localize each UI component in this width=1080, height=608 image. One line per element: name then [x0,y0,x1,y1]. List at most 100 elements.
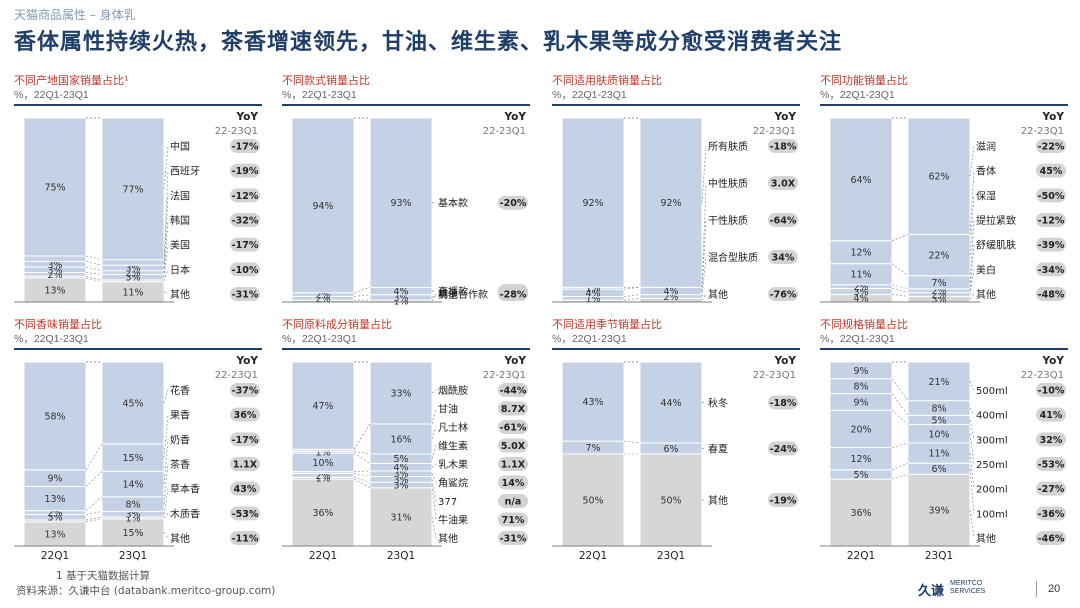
yoy-value: -36% [1038,509,1065,520]
segment-connector [85,443,103,470]
bar-segment [101,361,165,445]
panel-divider [14,104,262,106]
yoy-period: 22-23Q1 [483,370,526,381]
yoy-header: YoY [774,111,797,123]
segment-connector [891,284,909,290]
leader-line [163,269,169,281]
bar-segment [369,117,433,288]
segment-value-label: 1% [585,294,600,305]
yoy-pill [498,475,528,490]
segment-value-label: 21% [928,377,949,388]
legend-label: 500ml [976,386,1008,397]
category-label: 22Q1 [309,550,337,562]
bar-segment [101,443,165,472]
panel-title: 不同香味销量占比 [14,318,102,331]
segment-value-label: 43% [582,397,603,408]
segment-value-label: 10% [312,458,333,469]
segment-value-label: 77% [122,184,143,195]
leader-line [431,293,437,302]
yoy-header: YoY [1042,355,1065,367]
category-label: 23Q1 [387,550,415,562]
leader-line [969,219,975,283]
yoy-value: 14% [502,478,525,489]
legend-label: 300ml [976,435,1008,446]
segment-value-label: 11% [850,270,871,281]
segment-connector [891,294,909,297]
yoy-value: -27% [1038,484,1065,495]
leader-line [969,195,975,256]
segment-connector [85,496,103,511]
yoy-pill [1036,506,1066,521]
segment-value-label: 3% [853,287,868,298]
yoy-value: 1.1X [233,460,258,471]
segment-connector [623,298,641,301]
bar-segment [101,259,165,266]
leader-line [431,484,437,520]
yoy-pill [768,493,798,507]
segment-value-label: 50% [582,496,603,507]
page-title: 香体属性持续火热，茶香增速领先，甘油、维生素、乳木果等成分愈受消费者关注 [14,30,843,55]
legend-label: 其他 [708,288,728,301]
segment-connector [85,275,103,281]
segment-value-label: 33% [390,388,411,399]
source-note: 资料来源：久谦中台 (databank.meritco-group.com) [16,585,276,597]
legend-label: 400ml [976,411,1008,422]
yoy-value: 5.0X [501,441,526,452]
yoy-pill [768,287,798,301]
legend-label: 美国 [170,239,190,252]
bar-segment [101,470,165,498]
segment-value-label: 3% [931,295,946,306]
segment-value-label: 8% [125,500,140,511]
category-label: 23Q1 [657,550,685,562]
legend-label: 乳木果 [438,458,468,471]
segment-value-label: 7% [931,278,946,289]
legend-label: 滋润 [976,140,996,153]
panel-title: 不同款式销量占比 [282,74,370,87]
segment-value-label: 62% [928,172,949,183]
legend-label: 木质香 [170,508,200,520]
yoy-pill [768,395,798,410]
segment-value-label: 92% [582,198,603,209]
leader-line [701,256,707,297]
segment-value-label: 8% [931,404,946,415]
bar-segment [829,117,893,242]
segment-connector [353,423,371,450]
legend-label: 舒缓肌肤 [976,239,1016,252]
yoy-value: -61% [500,423,527,434]
segment-value-label: 8% [853,382,868,393]
segment-connector [623,286,641,290]
legend-label: 春夏 [708,443,728,455]
leader-line [969,419,975,440]
leader-line [969,293,975,300]
panel-divider [552,348,800,350]
panel-divider [14,348,262,350]
bar-segment [23,521,87,547]
leader-line [969,269,975,295]
yoy-value: -10% [232,265,259,276]
segment-value-label: 13% [44,494,65,505]
panel-title: 不同适用肤质销量占比 [552,74,662,87]
leader-line [969,510,975,539]
bar-segment [829,361,893,380]
segment-connector [891,288,909,293]
panel-subtitle: %，22Q1-23Q1 [14,333,89,345]
legend-label: 其他 [438,288,458,301]
yoy-value: -76% [770,290,797,301]
yoy-pill [1036,407,1066,422]
panel-subtitle: %，22Q1-23Q1 [282,89,357,101]
legend-label: 其他 [976,288,996,301]
yoy-value: -18% [770,398,797,409]
segment-value-label: 5% [931,415,946,426]
segment-value-label: 58% [44,411,65,422]
yoy-value: 8.7X [501,404,526,415]
segment-value-label: 50% [660,496,681,507]
segment-value-label: 22% [928,251,949,262]
yoy-value: 1.1X [501,460,526,471]
legend-label: 中性肤质 [708,177,748,190]
legend-label: 茶香 [170,458,190,471]
segment-connector [353,476,371,483]
yoy-value: -31% [232,290,259,301]
leader-line [163,439,169,485]
segment-value-label: 93% [390,198,411,209]
